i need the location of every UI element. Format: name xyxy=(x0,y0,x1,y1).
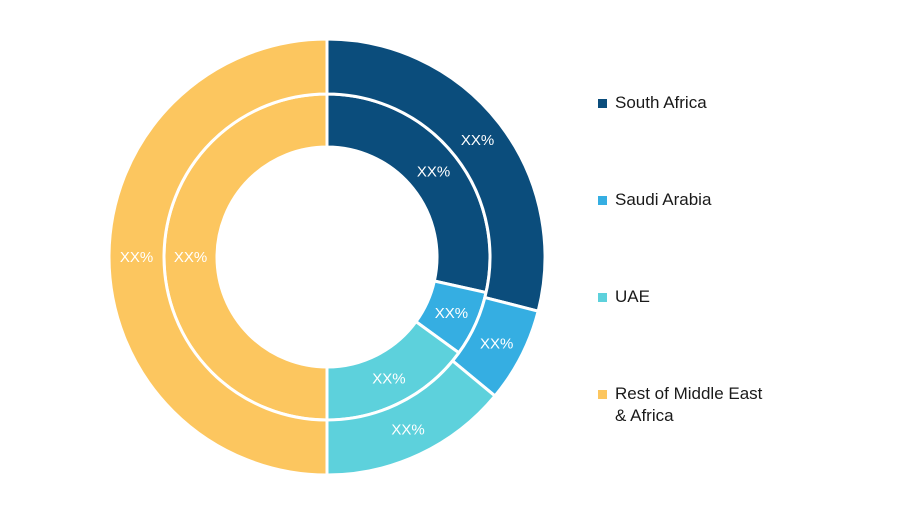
segment-label-ring0-3: XX% xyxy=(174,249,207,266)
legend-swatch xyxy=(598,99,607,108)
segment-label-ring1-0: XX% xyxy=(461,132,494,149)
legend-item-uae: UAE xyxy=(598,286,765,308)
segment-label-ring0-2: XX% xyxy=(372,371,405,388)
legend-label: Saudi Arabia xyxy=(615,190,712,209)
segment-label-ring1-3: XX% xyxy=(120,249,153,266)
legend-item-rest-of-mea: Rest of Middle East & Africa xyxy=(598,383,765,427)
legend-item-saudi-arabia: Saudi Arabia xyxy=(598,189,765,211)
legend-item-south-africa: South Africa xyxy=(598,92,765,114)
legend-swatch xyxy=(598,293,607,302)
legend-label: South Africa xyxy=(615,93,707,112)
segment-label-ring1-2: XX% xyxy=(391,421,424,438)
legend-swatch xyxy=(598,196,607,205)
donut-segment-ring1-0 xyxy=(325,37,547,314)
segment-label-ring0-0: XX% xyxy=(417,164,450,181)
legend-swatch xyxy=(598,390,607,399)
segment-label-ring1-1: XX% xyxy=(480,335,513,352)
legend-label: Rest of Middle East & Africa xyxy=(615,384,763,425)
legend-label: UAE xyxy=(615,287,650,306)
donut-segment-ring1-3 xyxy=(107,37,329,477)
segment-label-ring0-1: XX% xyxy=(435,305,468,322)
